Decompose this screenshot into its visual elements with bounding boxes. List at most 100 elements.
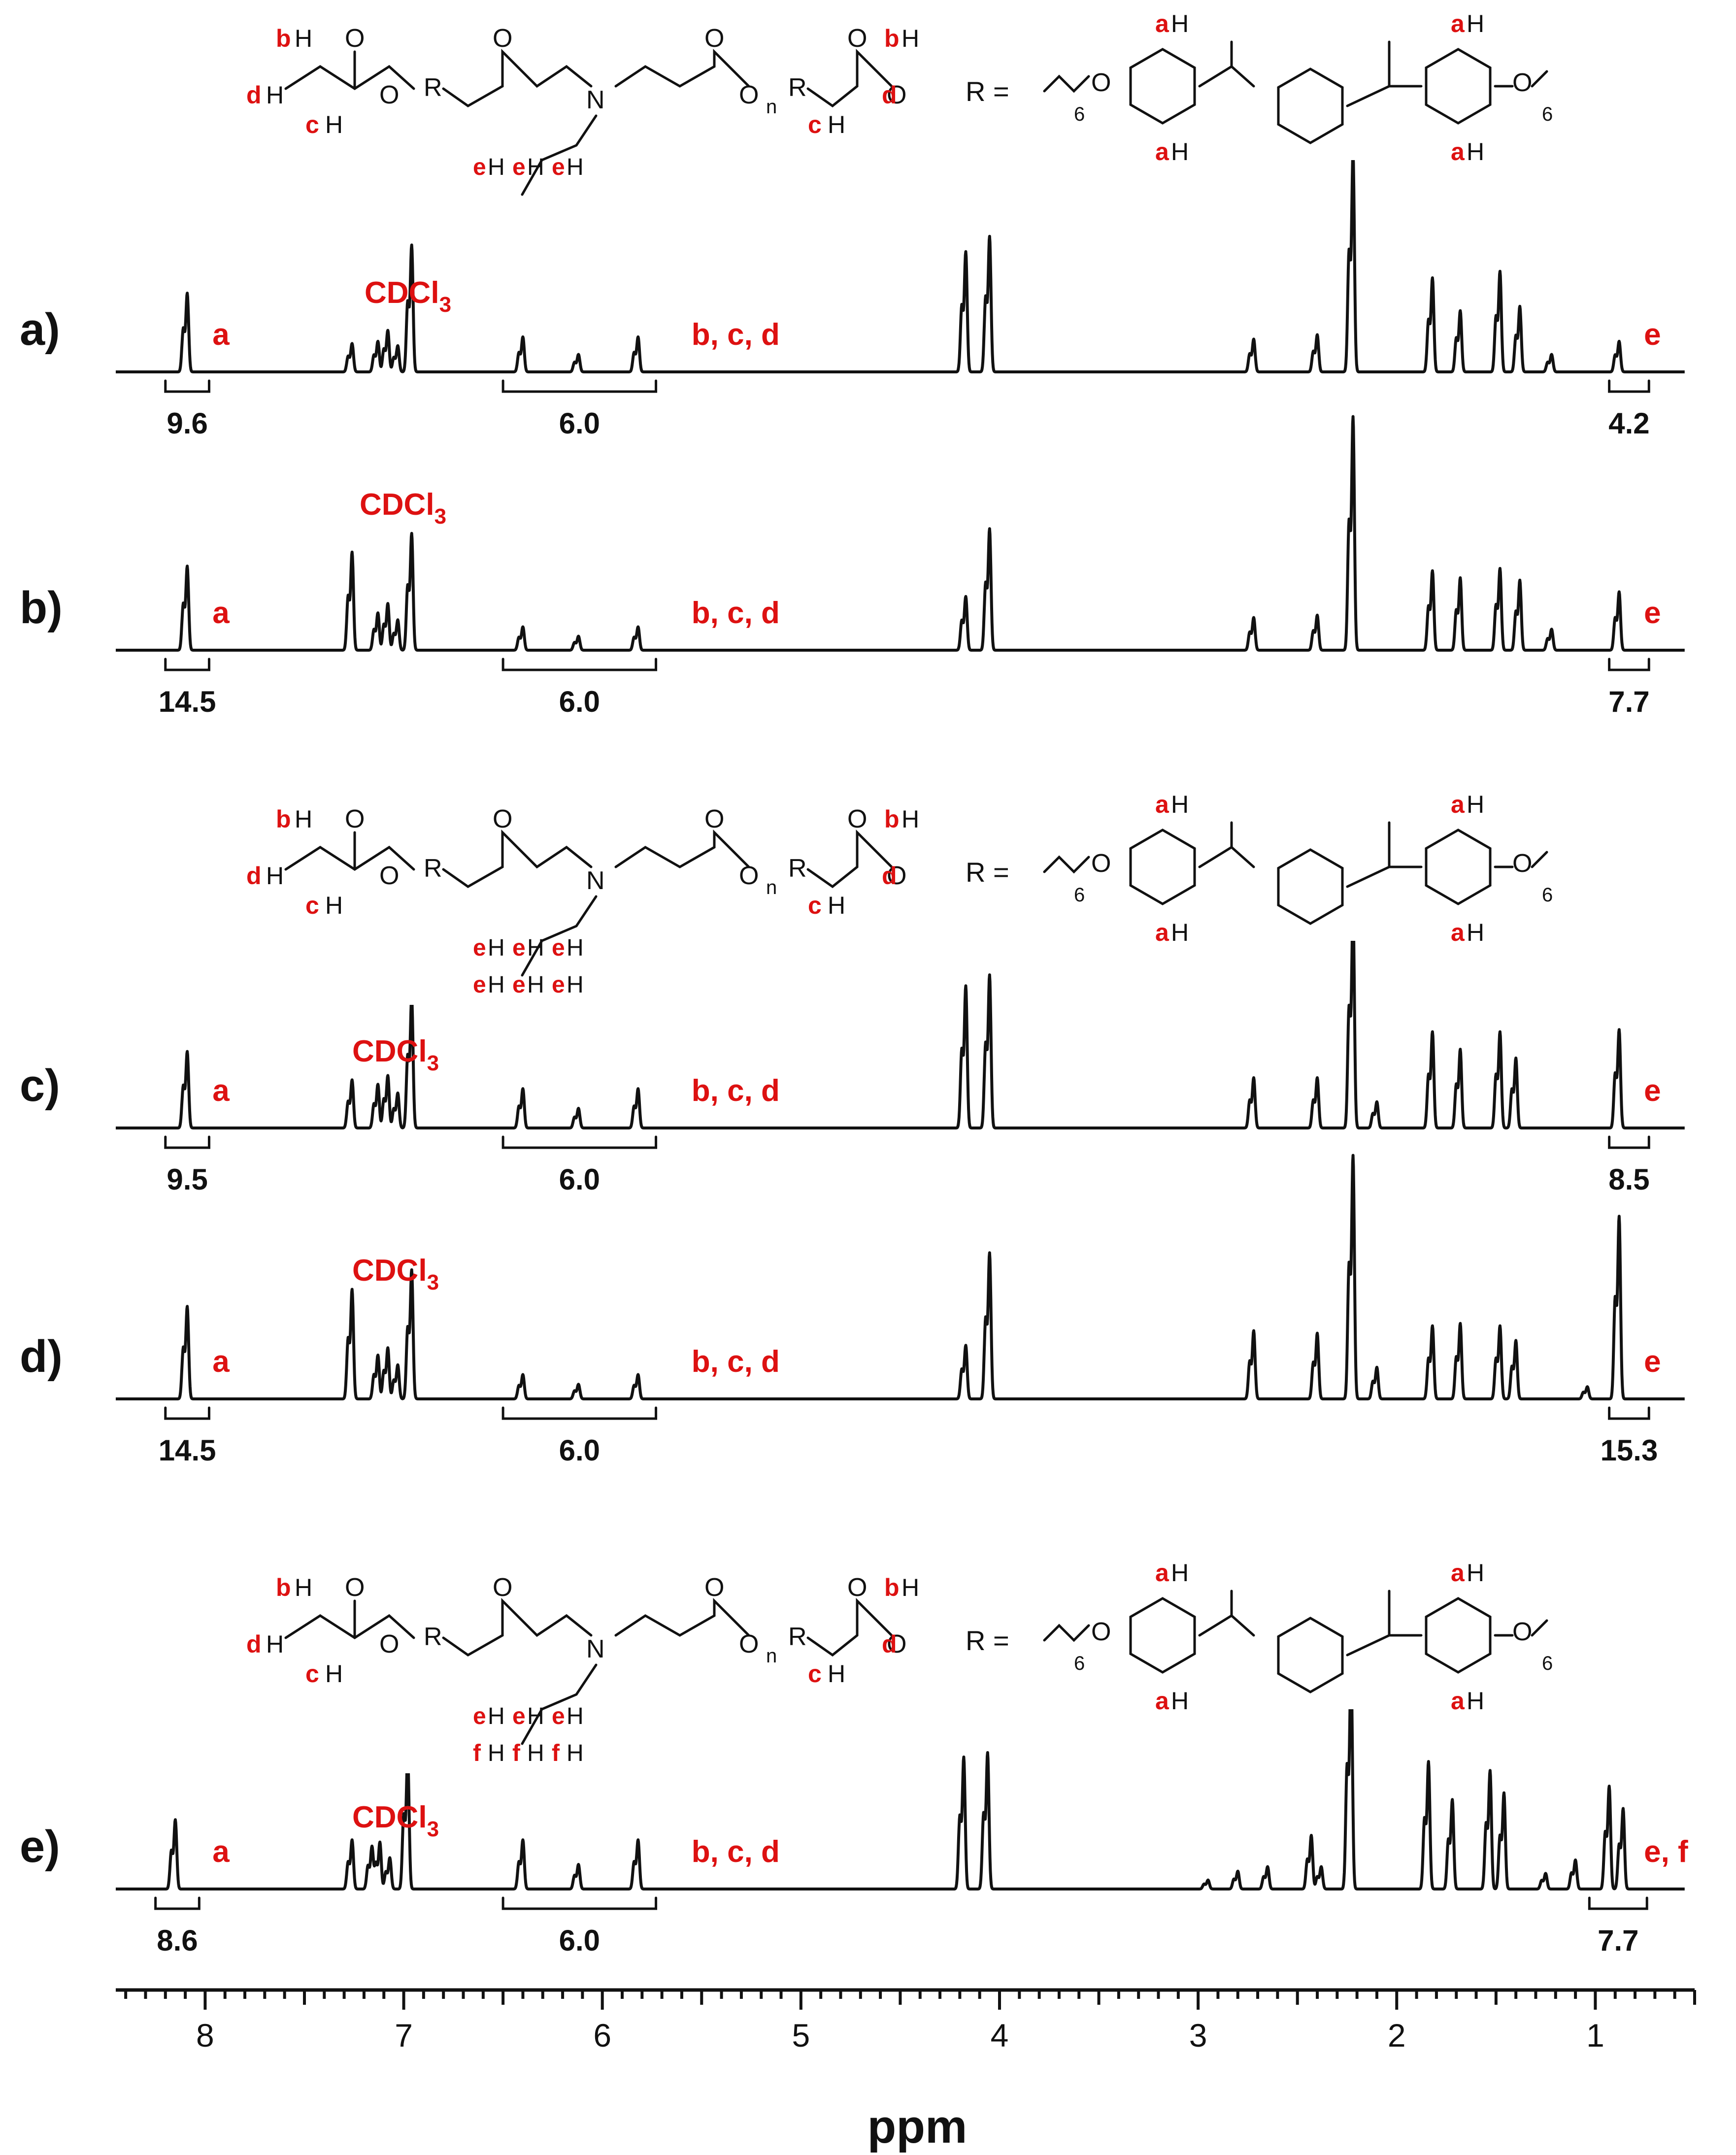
atom-label: O: [1512, 68, 1532, 97]
substituent-proton-label: e: [512, 1703, 526, 1729]
x-tick-label: 7: [395, 2017, 413, 2054]
atom-label: O: [379, 1630, 399, 1658]
backbone-bond: [442, 829, 593, 888]
atom-label: O: [1091, 1618, 1111, 1646]
backbone-bond: [806, 48, 893, 108]
atom-label: O: [887, 1630, 906, 1658]
inset-background: [264, 1561, 919, 1773]
ppm-axis: ppm 8 7 6 5 4 3 2 1: [116, 1988, 1696, 2153]
peak-label: b, c, d: [692, 1835, 780, 1869]
atom-label: H: [325, 1660, 343, 1688]
atom-label: O: [345, 805, 365, 833]
peak-label: a: [212, 1074, 230, 1108]
proton-label: d: [246, 862, 262, 890]
atom-label: O: [493, 805, 512, 833]
substituent-proton-label: f: [512, 1740, 521, 1766]
benzene-ring: [1425, 829, 1492, 905]
integral-value: 8.5: [1608, 1163, 1649, 1196]
proton-label: a: [1451, 1559, 1465, 1587]
peak-label: b, c, d: [692, 1074, 780, 1108]
atom-label: H: [901, 1574, 919, 1601]
proton-label: c: [305, 1660, 319, 1688]
proton-label: b: [884, 805, 900, 833]
integral-bracket: [501, 1406, 658, 1420]
integral-value: 7.7: [1598, 1924, 1638, 1957]
proton-label: c: [808, 1660, 822, 1688]
integral-bracket: [1608, 1135, 1650, 1149]
integral-value: 9.5: [167, 1163, 207, 1196]
atom-label: H: [1171, 919, 1189, 946]
atom-label: O: [887, 862, 906, 890]
proton-label: a: [1451, 1687, 1465, 1715]
atom-label: 6: [1542, 1653, 1553, 1674]
atom-label: R: [788, 1623, 807, 1651]
substituent-proton-label: e: [473, 1703, 486, 1729]
substituent-proton-label: e: [473, 972, 486, 998]
substituent-proton-label: e: [512, 972, 526, 998]
atom-label: H: [295, 805, 312, 833]
benzene-ring: [1277, 848, 1344, 925]
atom-label: H: [295, 25, 312, 52]
substituent-proton-label: e: [473, 154, 486, 180]
atom-label: O: [379, 81, 399, 109]
x-axis-title: ppm: [868, 2100, 968, 2153]
atom-label: O: [847, 1573, 867, 1602]
ester-bond: [1346, 40, 1423, 107]
x-tick-label: 5: [792, 2017, 810, 2054]
panel-label: c): [20, 1061, 60, 1111]
atom-label: H: [488, 1703, 505, 1729]
atom-label: n: [766, 877, 777, 898]
atom-label: H: [1171, 1687, 1189, 1715]
atom-label: H: [266, 862, 284, 890]
peak-label: e: [1644, 596, 1661, 630]
integral-bracket: [164, 379, 210, 393]
atom-label: H: [828, 111, 845, 138]
atom-label: H: [901, 25, 919, 52]
atom-label: N: [586, 866, 605, 895]
atom-label: H: [567, 1703, 584, 1729]
integral-bracket: [154, 1896, 200, 1910]
peak-label: e: [1644, 1074, 1661, 1108]
peak-label: b, c, d: [692, 318, 780, 352]
atom-label: 6: [1074, 103, 1085, 125]
integral-value: 14.5: [159, 1434, 216, 1467]
substituent-proton-label: e: [473, 935, 486, 961]
proton-label: b: [276, 1574, 291, 1601]
atom-label: 6: [1542, 103, 1553, 125]
atom-label: H: [527, 935, 544, 961]
x-tick-label: 3: [1189, 2017, 1207, 2054]
proton-label: a: [1155, 1687, 1169, 1715]
proton-label: c: [808, 111, 822, 138]
proton-label: b: [884, 25, 900, 52]
atom-label: H: [901, 805, 919, 833]
benzene-ring: [1277, 67, 1344, 144]
backbone-bond: [442, 1597, 593, 1657]
atom-label: H: [527, 972, 544, 998]
integral-value: 9.6: [167, 407, 207, 440]
alkyl-chain: [1043, 1624, 1090, 1642]
integral-value: 6.0: [559, 1924, 600, 1957]
proton-label: a: [1155, 919, 1169, 946]
atom-label: n: [766, 96, 777, 118]
backbone-bond: [614, 1597, 750, 1637]
proton-label: a: [1155, 1559, 1169, 1587]
substituent-bond: [521, 895, 598, 977]
integral-bracket: [501, 658, 658, 671]
proton-label: a: [1155, 138, 1169, 166]
integral-bracket: [1608, 1406, 1650, 1420]
backbone-bond: [614, 48, 750, 88]
integral-value: 7.7: [1608, 685, 1649, 718]
benzene-ring: [1129, 829, 1196, 905]
atom-label: O: [493, 1573, 512, 1602]
atom-label: H: [1467, 10, 1484, 37]
atom-label: O: [704, 1573, 724, 1602]
atom-label: H: [266, 1630, 284, 1658]
atom-label: O: [847, 24, 867, 53]
spectrum-panel: e) CDCl3 a b, c, d e, f 8.6 6.0 7.7: [20, 1663, 1688, 1957]
atom-label: R: [424, 73, 442, 102]
atom-label: H: [527, 154, 544, 180]
atom-label: O: [1512, 1618, 1532, 1646]
ester-bond: [1198, 821, 1255, 868]
peak-label: a: [212, 318, 230, 352]
atom-label: H: [527, 1703, 544, 1729]
